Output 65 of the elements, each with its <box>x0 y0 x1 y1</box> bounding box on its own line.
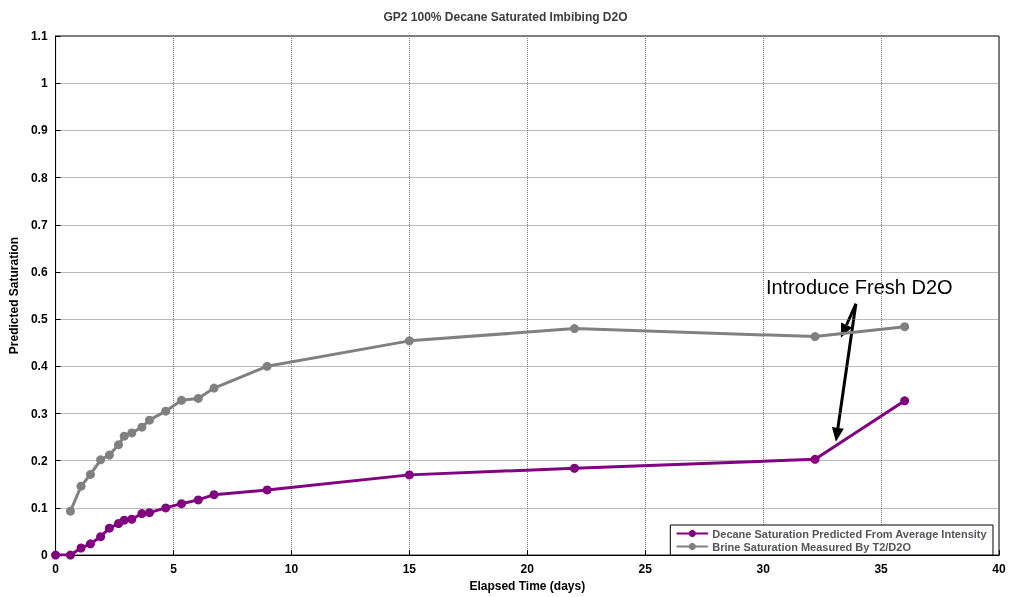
y-tick-label: 0.2 <box>30 453 48 468</box>
point <box>76 481 86 491</box>
y-tick-label: 0.5 <box>30 312 48 327</box>
point <box>209 490 219 500</box>
point <box>262 361 272 371</box>
point <box>810 332 820 342</box>
point <box>161 503 171 513</box>
point <box>119 431 129 441</box>
point <box>177 395 187 405</box>
point <box>86 539 95 549</box>
x-tick-label: 0 <box>52 562 60 577</box>
point <box>137 422 147 432</box>
point <box>209 383 219 393</box>
x-tick-label: 5 <box>170 562 178 577</box>
point <box>86 469 95 479</box>
y-tick-label: 0.8 <box>30 170 48 185</box>
point <box>119 515 129 525</box>
point <box>810 454 820 464</box>
legend-label: Brine Saturation Measured By T2/D2O <box>712 540 912 553</box>
point <box>127 428 137 438</box>
y-tick-label: 0.1 <box>30 500 48 515</box>
point <box>65 550 75 560</box>
point <box>404 336 414 346</box>
y-tick-label: 0.7 <box>30 217 48 232</box>
point <box>177 499 187 509</box>
point <box>404 470 414 480</box>
point <box>161 406 171 416</box>
x-tick-label: 15 <box>402 562 417 577</box>
x-tick-label: 30 <box>756 562 771 577</box>
y-tick-label: 0 <box>40 548 48 563</box>
point <box>65 506 75 516</box>
y-tick-label: 1 <box>40 76 48 91</box>
x-tick-label: 40 <box>992 562 1006 577</box>
y-tick-label: 0.4 <box>30 359 48 374</box>
point <box>569 324 579 334</box>
y-axis-title: Predicted Saturation <box>7 236 21 355</box>
y-tick-label: 1.1 <box>30 29 48 43</box>
point <box>137 509 147 519</box>
point <box>900 396 910 406</box>
point <box>127 514 137 524</box>
point <box>51 550 61 560</box>
y-tick-label: 0.3 <box>30 406 48 421</box>
x-tick-label: 20 <box>520 562 535 577</box>
y-tick-label: 0.9 <box>30 123 48 138</box>
point <box>96 455 106 465</box>
point <box>569 463 579 473</box>
point <box>193 393 203 403</box>
point <box>900 322 910 332</box>
y-tick-label: 0.6 <box>30 264 48 279</box>
point <box>96 532 106 542</box>
x-tick-label: 10 <box>284 562 299 577</box>
chart-title: GP2 100% Decane Saturated Imbibing D2O <box>383 10 628 24</box>
point <box>104 450 114 460</box>
point <box>144 508 154 518</box>
annotation: Introduce Fresh D2O <box>765 275 953 298</box>
point <box>144 415 154 425</box>
point <box>76 543 86 553</box>
point <box>114 440 124 450</box>
x-axis-title: Elapsed Time (days) <box>469 579 586 593</box>
point <box>193 495 203 505</box>
point <box>262 485 272 495</box>
x-tick-label: 25 <box>638 562 653 577</box>
legend-label: Decane Saturation Predicted From Average Intensity <box>712 527 988 540</box>
x-tick-label: 35 <box>874 562 889 577</box>
point <box>104 523 114 533</box>
